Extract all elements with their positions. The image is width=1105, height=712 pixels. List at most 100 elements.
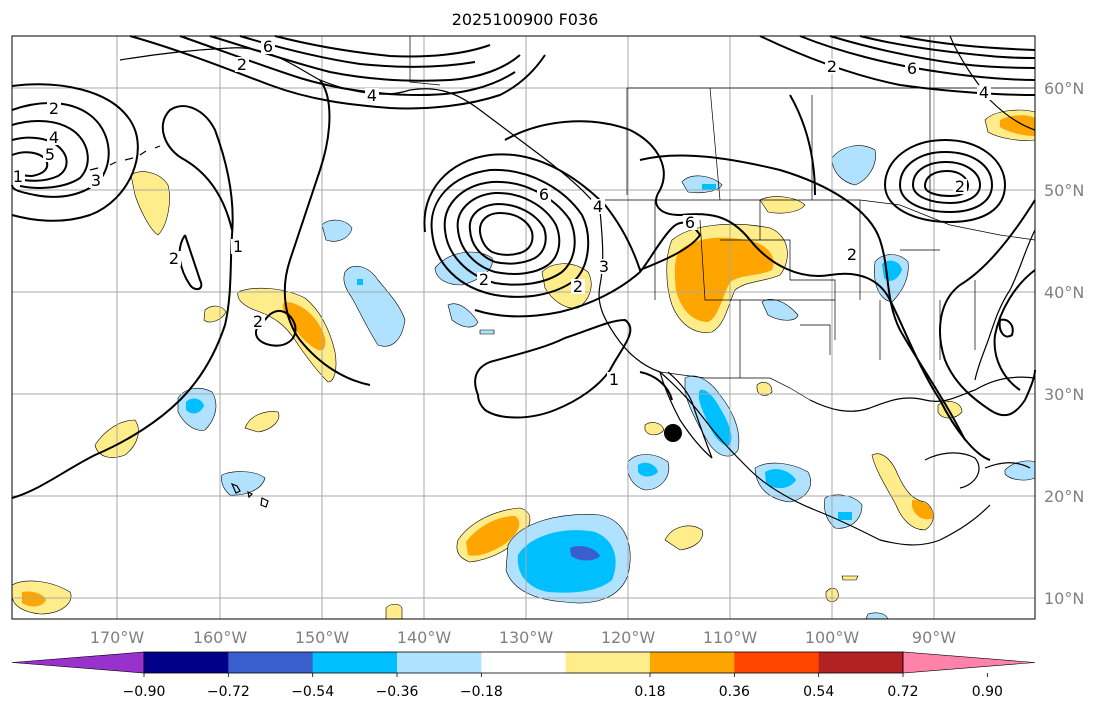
colorbar: −0.90 −0.72 −0.54 −0.36 −0.18 0.18 0.36 0.54 0.7… [11, 651, 1036, 700]
fill-positive-strong [674, 237, 774, 322]
contour-label-bg [953, 179, 967, 194]
contour-baja-2 [639, 371, 673, 401]
longitude-label: 140°W [397, 628, 452, 647]
latitude-label: 60°N [1044, 79, 1084, 98]
colorbar-segment [397, 652, 482, 673]
contour-label: 2 [827, 57, 837, 76]
contour-label-bg [845, 247, 859, 262]
fill-negative [321, 219, 353, 242]
coast-east-us [974, 229, 1036, 381]
latitude-label: 10°N [1044, 589, 1084, 608]
latitude-labels: 60°N 50°N 40°N 30°N 20°N 10°N [1044, 79, 1084, 608]
contour-closed-low [468, 202, 547, 265]
longitude-label: 170°W [90, 628, 145, 647]
fill-positive-strong [1000, 115, 1035, 136]
islands-aleutian [89, 145, 161, 171]
contour-label: 4 [593, 197, 603, 216]
contour-1 [474, 318, 632, 419]
fill-negative [761, 299, 799, 321]
coast-yucatan [924, 452, 980, 489]
fill-negative [479, 329, 495, 335]
contour-north-gulf-2 [179, 35, 516, 97]
contour-label: 6 [263, 37, 273, 56]
fill-positive [644, 422, 665, 436]
colorbar-tick-label: −0.36 [376, 684, 419, 700]
contour-ne-1 [759, 35, 1036, 96]
colorbar-segment [481, 652, 567, 673]
border-canada-provinces [626, 36, 1035, 210]
contour-ne-4 [859, 35, 1036, 59]
contour-closed-low [478, 211, 534, 256]
contour-closed-low [456, 191, 561, 275]
contour-label-bg [167, 251, 181, 266]
latitude-label: 30°N [1044, 385, 1084, 404]
contour-label-bg [905, 61, 919, 76]
contour-east-low-1 [883, 138, 1007, 224]
contour-label-bg [231, 239, 245, 254]
contour-label-bg [365, 88, 379, 103]
contour-label: 2 [253, 312, 263, 331]
contour-closed-low [430, 168, 590, 298]
contour-label: 3 [91, 171, 101, 190]
contour-label: 2 [49, 99, 59, 118]
fill-positive-strong [282, 302, 326, 351]
fill-negative [831, 145, 876, 186]
fill-positive [130, 171, 170, 236]
contour-label-bg [261, 39, 275, 54]
contour-east-wave [939, 199, 1036, 417]
colorbar-tick-label: −0.72 [207, 684, 250, 700]
contour-label-bg [89, 173, 103, 188]
contour-label-bg [977, 85, 991, 100]
fill-negative-strong [186, 398, 204, 414]
contour-label: 6 [907, 59, 917, 78]
contour-east-ridge [639, 154, 966, 441]
contour-label: 2 [573, 277, 583, 296]
fill-negative-strong [702, 184, 716, 190]
contour-ne-6 [789, 94, 816, 196]
border-us-mexico [659, 371, 811, 401]
contour-mid-pacific [283, 79, 371, 386]
contour-label-bg [537, 187, 551, 202]
contour-label: 5 [45, 145, 55, 164]
contour-west-low-2 [11, 120, 89, 189]
fill-negative [343, 265, 406, 347]
contour-label: 4 [979, 83, 989, 102]
contour-east-wave-3 [998, 318, 1014, 338]
fill-negative-strong [838, 512, 852, 520]
colorbar-tick-label: 0.90 [972, 684, 1003, 700]
graticule [12, 36, 1035, 619]
contour-label-bg [43, 147, 57, 162]
contour-label: 4 [367, 86, 377, 105]
contour-north-gulf-1 [129, 35, 546, 110]
contour-label-bg [11, 169, 25, 184]
contour-trough-2 [504, 120, 991, 461]
contour-label-bg [683, 215, 697, 230]
fill-negative-strongest [570, 545, 600, 561]
colorbar-tick-label: −0.90 [123, 684, 166, 700]
fill-negative-strong [357, 279, 363, 285]
contour-label: 6 [539, 185, 549, 204]
contour-east-wave-2 [993, 269, 1036, 391]
latitude-label: 50°N [1044, 181, 1084, 200]
longitude-label: 150°W [295, 628, 350, 647]
contour-north-gulf-5 [274, 35, 491, 58]
longitude-label: 100°W [805, 628, 860, 647]
fill-positive [244, 411, 280, 433]
contour-east-low-4 [923, 169, 970, 198]
fill-negative-strong [698, 389, 732, 446]
longitude-label: 160°W [193, 628, 248, 647]
coast-west-us [598, 209, 991, 546]
colorbar-segment [312, 652, 398, 673]
border-alaska [409, 36, 441, 86]
fill-negative-strong [765, 469, 796, 489]
colorbar-segment [734, 652, 820, 673]
latitude-label: 40°N [1044, 283, 1084, 302]
contour-label: 2 [479, 270, 489, 289]
contour-label: 6 [685, 213, 695, 232]
colorbar-tick-label: 0.36 [719, 684, 750, 700]
contour-label-bg [597, 259, 611, 274]
map-title: 2025100900 F036 [451, 10, 599, 29]
coast-cuba [984, 462, 1031, 469]
